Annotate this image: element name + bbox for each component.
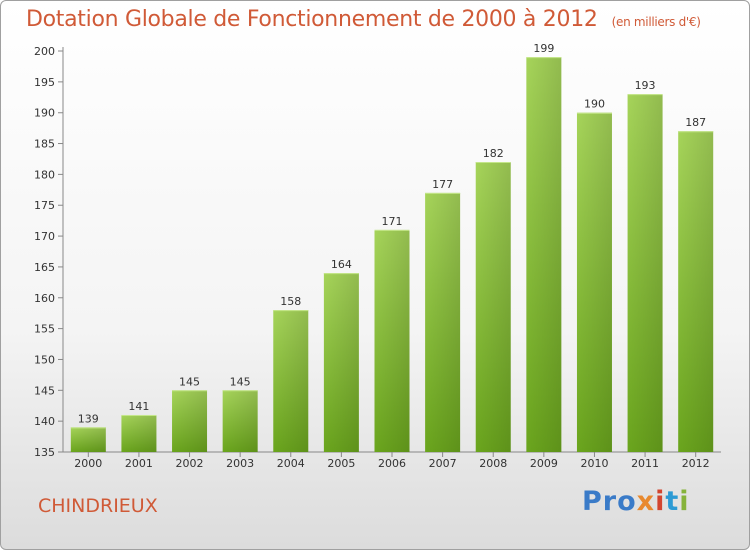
bar-value-label: 182 — [483, 147, 504, 160]
y-tick-label: 135 — [34, 446, 55, 459]
y-tick-label: 165 — [34, 261, 55, 274]
y-tick-label: 180 — [34, 168, 55, 181]
y-tick-label: 190 — [34, 107, 55, 120]
x-tick-label: 2007 — [429, 457, 457, 470]
bar-shade — [526, 57, 561, 452]
y-tick-label: 200 — [34, 45, 55, 58]
y-tick-label: 145 — [34, 384, 55, 397]
x-tick-label: 2008 — [479, 457, 507, 470]
logo-part-5: i — [679, 486, 689, 517]
commune-name: CHINDRIEUX — [38, 495, 158, 517]
bar-shade — [71, 427, 106, 452]
bar-value-label: 145 — [230, 375, 251, 388]
bar-value-label: 187 — [685, 116, 706, 129]
bar-shade — [223, 390, 258, 452]
logo-part-1: Pro — [582, 486, 637, 517]
bar-shade — [172, 390, 207, 452]
x-tick-label: 2012 — [682, 457, 710, 470]
proxiti-logo: Proxiti — [582, 486, 690, 517]
bar-value-label: 171 — [382, 215, 403, 228]
y-tick-label: 195 — [34, 76, 55, 89]
logo-part-2: x — [637, 486, 655, 517]
bar-value-label: 177 — [432, 178, 453, 191]
bar-value-label: 145 — [179, 375, 200, 388]
x-tick-label: 2009 — [530, 457, 558, 470]
logo-part-3: i — [655, 486, 665, 517]
y-tick-label: 185 — [34, 138, 55, 151]
x-tick-label: 2001 — [125, 457, 153, 470]
y-tick-label: 170 — [34, 230, 55, 243]
bar-value-label: 190 — [584, 98, 605, 111]
bar-value-label: 199 — [533, 42, 554, 55]
x-tick-label: 2002 — [176, 457, 204, 470]
bar-shade — [375, 230, 410, 452]
x-tick-label: 2011 — [631, 457, 659, 470]
bar-value-label: 141 — [128, 400, 149, 413]
y-tick-label: 150 — [34, 353, 55, 366]
bar-value-label: 158 — [280, 295, 301, 308]
bar-shade — [425, 193, 460, 452]
bars — [71, 57, 713, 452]
x-tick-label: 2010 — [580, 457, 608, 470]
bar-shade — [324, 273, 359, 452]
y-tick-label: 140 — [34, 415, 55, 428]
bar-shade — [577, 113, 612, 452]
x-tick-label: 2004 — [277, 457, 305, 470]
x-tick-label: 2006 — [378, 457, 406, 470]
bar-shade — [678, 131, 713, 452]
x-tick-label: 2000 — [74, 457, 102, 470]
bar-shade — [121, 415, 156, 452]
y-tick-label: 155 — [34, 323, 55, 336]
logo-part-4: t — [665, 486, 679, 517]
bar-value-label: 193 — [635, 79, 656, 92]
y-tick-label: 175 — [34, 199, 55, 212]
y-tick-label: 160 — [34, 292, 55, 305]
bar-value-label: 139 — [78, 412, 99, 425]
x-tick-label: 2003 — [226, 457, 254, 470]
bar-shade — [273, 310, 308, 452]
bar-shade — [628, 94, 663, 452]
bar-shade — [476, 162, 511, 452]
bar-value-label: 164 — [331, 258, 352, 271]
x-tick-label: 2005 — [327, 457, 355, 470]
